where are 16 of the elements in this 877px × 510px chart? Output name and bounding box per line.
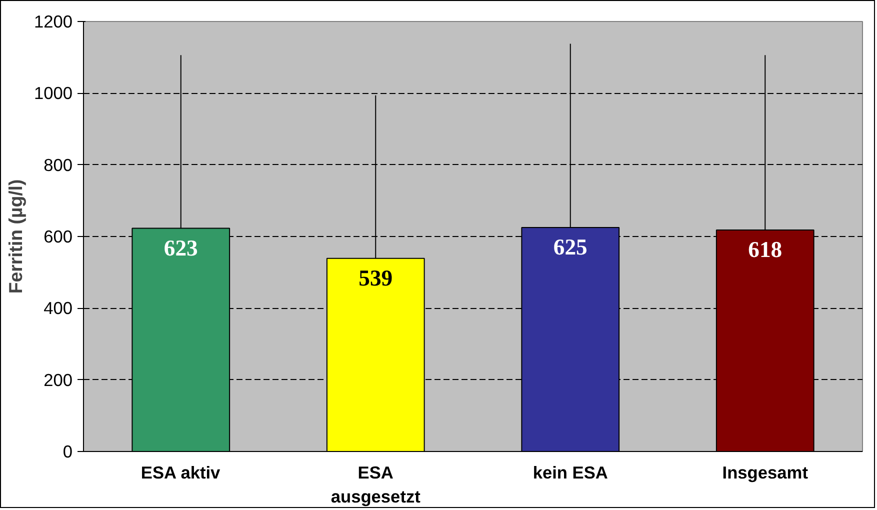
y-tick-label: 800 xyxy=(44,154,73,175)
data-label: 539 xyxy=(358,265,393,290)
x-tick-label: Insgesamt xyxy=(722,462,808,482)
y-axis-title: Ferritin (µg/l) xyxy=(4,179,26,294)
data-label: 618 xyxy=(748,237,782,262)
y-tick-label: 600 xyxy=(44,226,73,246)
y-tick-label: 400 xyxy=(44,298,73,318)
x-tick-label: ESA aktiv xyxy=(140,462,221,482)
data-label: 625 xyxy=(553,234,588,260)
y-tick-label: 1200 xyxy=(34,12,73,32)
data-label: 623 xyxy=(164,235,198,260)
x-tick-label: kein ESA xyxy=(532,462,608,482)
y-tick-label: 200 xyxy=(44,370,73,390)
y-tick-label: 0 xyxy=(62,442,73,462)
y-tick-label: 1000 xyxy=(34,83,73,104)
x-tick-label: ESA ausgesetzt xyxy=(330,462,421,506)
